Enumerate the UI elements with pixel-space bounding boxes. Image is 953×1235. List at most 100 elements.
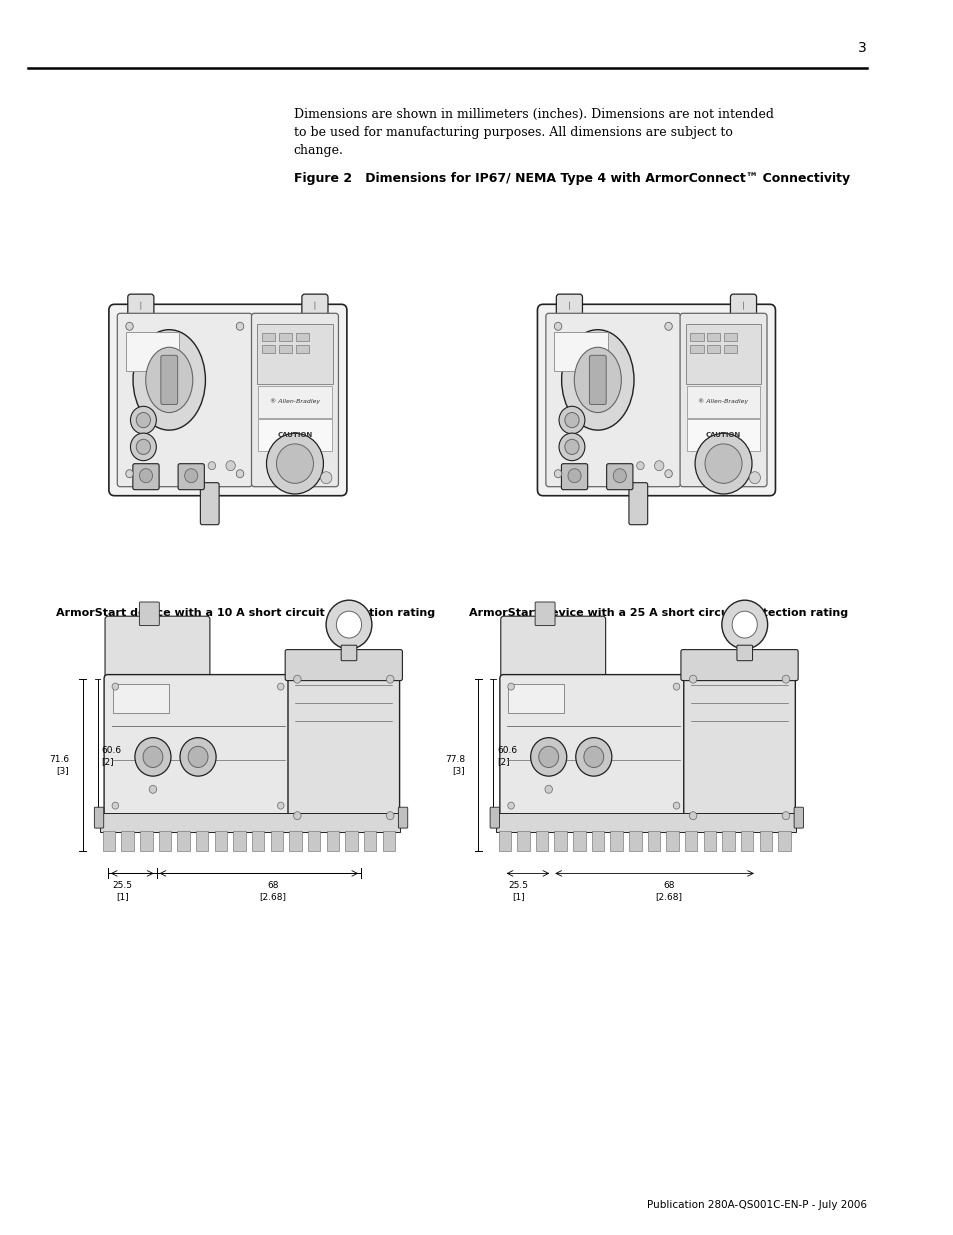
FancyBboxPatch shape [94,808,104,829]
FancyBboxPatch shape [126,332,179,370]
Circle shape [277,802,284,809]
Bar [326,831,338,851]
Circle shape [564,412,578,427]
Bar [759,831,771,851]
Text: Dimensions are shown in millimeters (inches). Dimensions are not intended: Dimensions are shown in millimeters (inc… [294,107,773,121]
Circle shape [564,440,578,454]
Circle shape [277,683,284,690]
FancyBboxPatch shape [178,463,204,490]
Bar [289,831,301,851]
FancyBboxPatch shape [793,808,802,829]
Bar [536,831,548,851]
FancyBboxPatch shape [606,463,632,490]
FancyBboxPatch shape [686,385,760,417]
Circle shape [507,802,514,809]
Text: 77.8
[3]: 77.8 [3] [444,756,465,774]
FancyBboxPatch shape [128,294,153,327]
FancyBboxPatch shape [499,674,687,818]
Circle shape [326,600,372,650]
Circle shape [226,461,235,471]
Circle shape [112,802,118,809]
Circle shape [386,811,394,820]
Text: to be used for manufacturing purposes. All dimensions are subject to: to be used for manufacturing purposes. A… [294,126,732,140]
Circle shape [126,322,133,330]
Circle shape [538,746,558,767]
Bar [261,345,274,353]
Circle shape [567,469,580,483]
Bar [308,831,320,851]
Circle shape [731,611,757,638]
Text: CAUTION: CAUTION [277,432,313,438]
Circle shape [507,683,514,690]
Text: 60.6
[2]: 60.6 [2] [497,746,517,766]
FancyBboxPatch shape [341,645,356,661]
Text: 60.6
[2]: 60.6 [2] [101,746,121,766]
Circle shape [558,433,584,461]
FancyBboxPatch shape [556,294,582,327]
FancyBboxPatch shape [560,463,587,490]
Text: ® Allen-Bradley: ® Allen-Bradley [270,399,320,405]
Bar [278,332,292,341]
Circle shape [576,737,611,776]
Circle shape [294,811,301,820]
FancyBboxPatch shape [490,808,499,829]
FancyBboxPatch shape [730,294,756,327]
FancyBboxPatch shape [139,601,159,626]
Circle shape [149,785,156,793]
Circle shape [695,433,751,494]
Bar [703,831,716,851]
Bar [382,831,395,851]
Bar [647,831,659,851]
Circle shape [558,406,584,433]
FancyBboxPatch shape [258,419,332,451]
FancyBboxPatch shape [117,314,252,487]
Bar [690,332,702,341]
FancyBboxPatch shape [537,304,775,495]
Circle shape [530,737,566,776]
FancyBboxPatch shape [200,483,219,525]
Text: 25.5
[1]: 25.5 [1] [508,882,528,900]
Circle shape [236,469,244,478]
Bar [573,831,585,851]
Circle shape [188,746,208,767]
FancyBboxPatch shape [104,674,292,818]
Circle shape [554,469,561,478]
Text: change.: change. [294,144,343,157]
FancyBboxPatch shape [736,645,752,661]
Text: 71.6
[3]: 71.6 [3] [50,756,70,774]
Ellipse shape [146,347,193,412]
Circle shape [131,406,156,433]
Circle shape [583,746,603,767]
Circle shape [276,443,314,483]
Circle shape [673,802,679,809]
Circle shape [126,469,133,478]
Text: 25.5
[1]: 25.5 [1] [112,882,132,900]
FancyBboxPatch shape [686,419,760,451]
FancyBboxPatch shape [257,324,333,384]
Text: ArmorStart device with a 10 A short circuit protection rating: ArmorStart device with a 10 A short circ… [56,608,435,618]
FancyBboxPatch shape [680,650,798,680]
Bar [195,831,209,851]
Circle shape [143,746,163,767]
Bar [233,831,246,851]
Bar [706,332,720,341]
Circle shape [136,440,151,454]
FancyBboxPatch shape [535,601,555,626]
Circle shape [636,462,643,469]
Circle shape [689,811,696,820]
Circle shape [180,737,216,776]
Circle shape [266,433,323,494]
Circle shape [320,472,332,484]
Circle shape [236,322,244,330]
Circle shape [131,433,156,461]
Bar [295,332,309,341]
Bar [778,831,790,851]
Circle shape [748,472,760,484]
Circle shape [554,322,561,330]
Circle shape [294,676,301,683]
Bar [121,831,133,851]
Bar [721,831,734,851]
Bar [628,831,640,851]
Bar [591,831,603,851]
Circle shape [689,676,696,683]
